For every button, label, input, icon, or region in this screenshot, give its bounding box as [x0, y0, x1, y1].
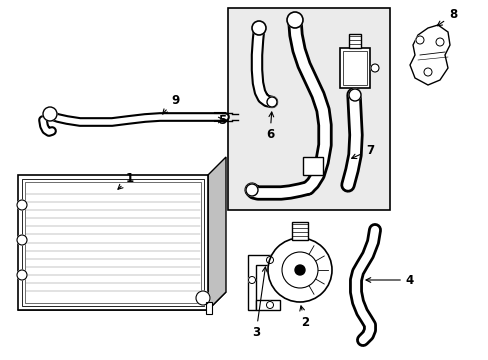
Circle shape [17, 235, 27, 245]
Circle shape [17, 270, 27, 280]
Circle shape [286, 12, 303, 28]
Bar [25, 182, 201, 303]
Bar [22, 179, 203, 306]
Bar [339, 48, 369, 88]
Circle shape [196, 291, 209, 305]
Bar [18, 175, 207, 310]
Text: 2: 2 [299, 306, 308, 328]
Text: 8: 8 [436, 9, 456, 26]
Circle shape [266, 302, 273, 309]
Circle shape [245, 184, 258, 196]
Circle shape [370, 64, 378, 72]
Text: 1: 1 [118, 171, 134, 189]
Circle shape [248, 276, 255, 284]
Text: 6: 6 [265, 112, 274, 141]
Bar [291, 222, 307, 240]
Polygon shape [409, 25, 449, 85]
Text: 7: 7 [351, 144, 373, 158]
Circle shape [282, 252, 317, 288]
Circle shape [348, 89, 360, 101]
Text: 9: 9 [163, 94, 179, 114]
Bar [227, 8, 389, 210]
Bar [205, 302, 212, 314]
Bar [342, 51, 366, 85]
Circle shape [423, 68, 431, 76]
Bar [303, 157, 323, 175]
Circle shape [266, 97, 276, 107]
Bar [348, 34, 360, 48]
Circle shape [415, 36, 423, 44]
Circle shape [251, 21, 265, 35]
Text: 4: 4 [365, 274, 413, 287]
Text: 3: 3 [251, 267, 266, 339]
Polygon shape [247, 255, 285, 310]
Polygon shape [18, 292, 225, 310]
Polygon shape [256, 300, 280, 310]
Circle shape [294, 265, 305, 275]
Circle shape [43, 107, 57, 121]
Text: 5: 5 [218, 113, 225, 126]
Circle shape [435, 38, 443, 46]
Polygon shape [207, 157, 225, 310]
Circle shape [17, 200, 27, 210]
Circle shape [267, 238, 331, 302]
Circle shape [266, 256, 273, 264]
